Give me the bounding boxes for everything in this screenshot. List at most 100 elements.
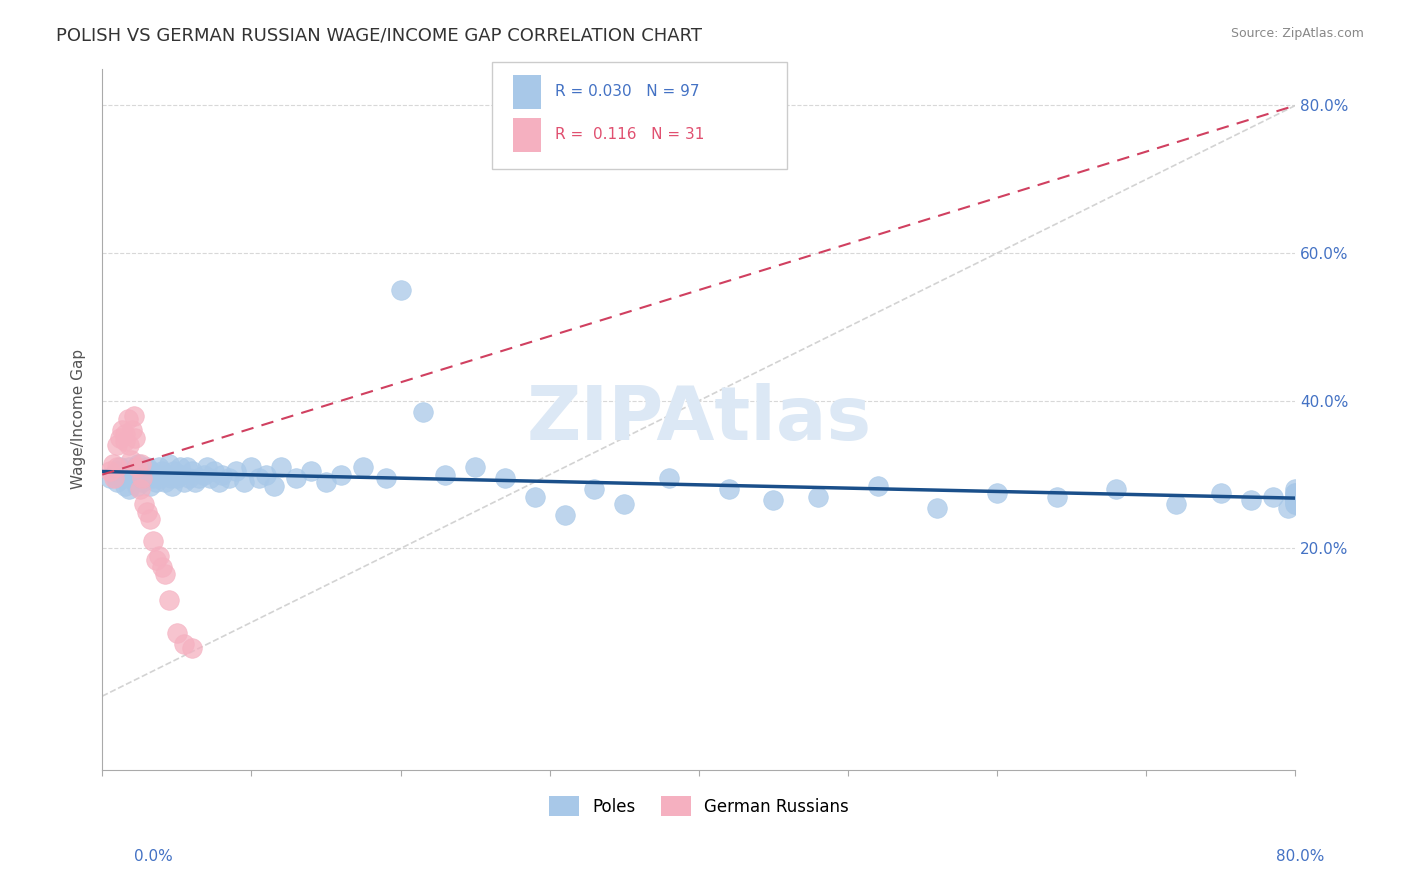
Point bbox=[173, 638, 195, 652]
Point bbox=[129, 464, 152, 478]
Point bbox=[494, 471, 516, 485]
Point bbox=[1261, 490, 1284, 504]
Text: 0.0%: 0.0% bbox=[134, 849, 173, 864]
Point bbox=[464, 460, 486, 475]
Point bbox=[927, 500, 949, 515]
Point bbox=[207, 475, 229, 489]
Point bbox=[1046, 490, 1069, 504]
Point bbox=[173, 475, 195, 489]
Point bbox=[136, 460, 159, 475]
Point bbox=[145, 475, 167, 489]
Point bbox=[114, 479, 136, 493]
Point bbox=[1284, 493, 1306, 508]
Point bbox=[762, 493, 785, 508]
Point bbox=[166, 471, 188, 485]
Text: R = 0.030   N = 97: R = 0.030 N = 97 bbox=[555, 85, 700, 99]
Point bbox=[1284, 486, 1306, 500]
Point bbox=[247, 471, 270, 485]
Point bbox=[105, 438, 128, 452]
Point bbox=[299, 464, 322, 478]
Point bbox=[1284, 493, 1306, 508]
Point bbox=[110, 471, 132, 485]
Point bbox=[120, 453, 142, 467]
Point bbox=[114, 467, 136, 482]
Point bbox=[1209, 486, 1232, 500]
Point bbox=[103, 471, 125, 485]
Point bbox=[139, 479, 162, 493]
Point bbox=[1284, 490, 1306, 504]
Point bbox=[240, 460, 263, 475]
Text: ZIPAtlas: ZIPAtlas bbox=[526, 383, 872, 456]
Point bbox=[131, 471, 153, 485]
Point bbox=[170, 467, 193, 482]
Point bbox=[131, 475, 153, 489]
Point bbox=[125, 460, 148, 475]
Point bbox=[1277, 500, 1299, 515]
Point bbox=[218, 471, 240, 485]
Point bbox=[389, 283, 412, 297]
Point bbox=[153, 475, 176, 489]
Point bbox=[866, 479, 889, 493]
Point bbox=[150, 464, 173, 478]
Point bbox=[270, 460, 292, 475]
Point bbox=[128, 483, 150, 497]
Point bbox=[169, 460, 191, 475]
Point bbox=[153, 567, 176, 582]
Point bbox=[132, 467, 155, 482]
Point bbox=[155, 467, 177, 482]
Point bbox=[150, 560, 173, 574]
Point bbox=[108, 460, 131, 475]
Point bbox=[202, 464, 225, 478]
Point bbox=[1240, 493, 1263, 508]
Text: Source: ZipAtlas.com: Source: ZipAtlas.com bbox=[1230, 27, 1364, 40]
Point bbox=[434, 467, 457, 482]
Point bbox=[263, 479, 285, 493]
Point bbox=[658, 471, 681, 485]
Legend: Poles, German Russians: Poles, German Russians bbox=[541, 788, 858, 825]
Point bbox=[121, 423, 143, 437]
Point bbox=[183, 475, 205, 489]
Point bbox=[412, 405, 434, 419]
Point bbox=[1284, 497, 1306, 511]
Point bbox=[128, 471, 150, 485]
Text: R =  0.116   N = 31: R = 0.116 N = 31 bbox=[555, 128, 704, 142]
Point bbox=[329, 467, 352, 482]
Point bbox=[105, 460, 128, 475]
Point bbox=[157, 457, 180, 471]
Point bbox=[1284, 483, 1306, 497]
Point bbox=[583, 483, 606, 497]
Point bbox=[118, 483, 141, 497]
Point bbox=[129, 457, 152, 471]
Point bbox=[118, 438, 141, 452]
Point bbox=[198, 471, 221, 485]
Point bbox=[159, 471, 181, 485]
Point bbox=[101, 457, 124, 471]
Point bbox=[188, 471, 211, 485]
Point bbox=[127, 457, 149, 471]
Point bbox=[195, 460, 218, 475]
Point bbox=[98, 471, 121, 485]
Point bbox=[138, 471, 160, 485]
Point bbox=[149, 471, 172, 485]
Point bbox=[114, 434, 136, 449]
Point bbox=[986, 486, 1008, 500]
Point bbox=[122, 409, 145, 423]
Point bbox=[554, 508, 576, 523]
Point bbox=[105, 464, 128, 478]
Point bbox=[166, 626, 188, 640]
Point bbox=[315, 475, 337, 489]
Point bbox=[125, 479, 148, 493]
Point bbox=[143, 467, 166, 482]
Point bbox=[523, 490, 546, 504]
Point bbox=[1284, 497, 1306, 511]
Point bbox=[177, 471, 200, 485]
Point bbox=[225, 464, 247, 478]
Point bbox=[136, 504, 159, 518]
Point bbox=[121, 471, 143, 485]
Point bbox=[180, 641, 202, 656]
Point bbox=[142, 471, 165, 485]
Point bbox=[103, 467, 125, 482]
Point bbox=[374, 471, 396, 485]
Point bbox=[1284, 486, 1306, 500]
Point bbox=[98, 464, 121, 478]
